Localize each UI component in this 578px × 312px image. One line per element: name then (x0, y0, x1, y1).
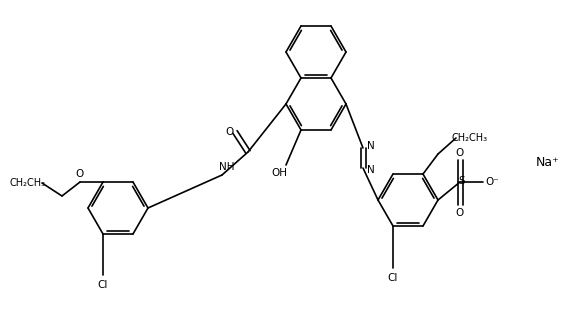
Text: CH₂CH₃: CH₂CH₃ (10, 178, 46, 188)
Text: OH: OH (271, 168, 287, 178)
Text: CH₂CH₃: CH₂CH₃ (452, 133, 488, 143)
Text: N: N (367, 141, 375, 151)
Text: NH: NH (219, 162, 235, 172)
Text: Cl: Cl (98, 280, 108, 290)
Text: O: O (225, 127, 233, 137)
Text: S: S (459, 176, 465, 186)
Text: Na⁺: Na⁺ (536, 155, 560, 168)
Text: N: N (367, 165, 375, 175)
Text: O: O (456, 148, 464, 158)
Text: O: O (76, 169, 84, 179)
Text: O⁻: O⁻ (485, 177, 499, 187)
Text: O: O (456, 208, 464, 218)
Text: Cl: Cl (388, 273, 398, 283)
